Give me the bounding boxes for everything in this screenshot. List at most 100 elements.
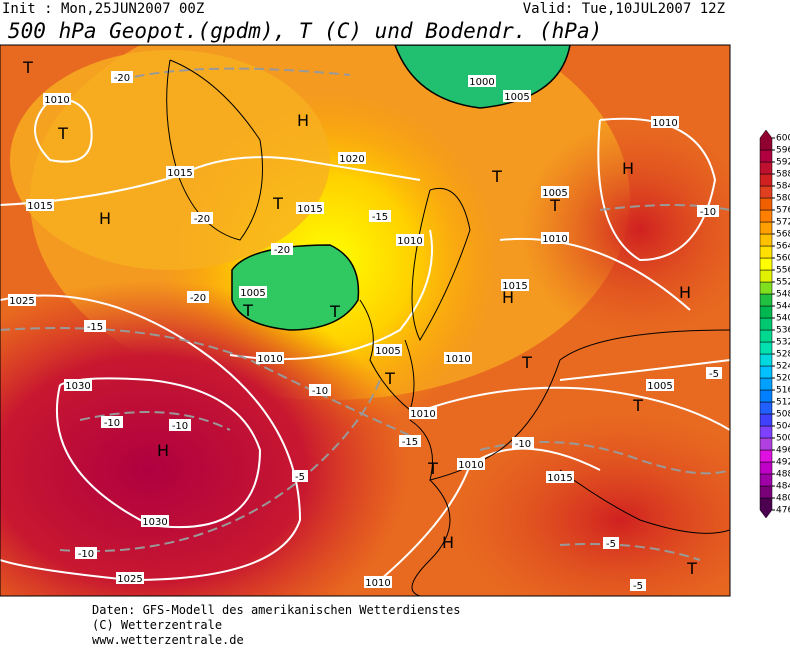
colorbar-cell [759,365,773,379]
colorbar: 476 480 484 488 492 496 500 504 508 512 516 520 524 5… [759,129,790,519]
isotherm-label-box [603,537,619,549]
colorbar-cell [759,149,773,163]
colorbar-label: 484 [776,482,790,492]
footer-text: www.wetterzentrale.de [92,633,244,647]
colorbar-cell [759,173,773,187]
colorbar-cell [759,129,773,151]
colorbar-label: 548 [776,290,790,300]
isobar-label: 1020 [339,154,364,165]
isobar-label-box [166,166,194,178]
pressure-center: T [632,396,643,415]
isotherm-label: -10 [78,549,94,560]
colorbar-label: 520 [776,374,790,384]
colorbar-cell [759,461,773,475]
colorbar-label: 552 [776,278,790,288]
isotherm-label: -15 [87,322,103,333]
isobar-label: 1015 [297,204,322,215]
pressure-center: H [679,283,691,302]
pressure-center: T [521,353,532,372]
pressure-center: T [491,167,502,186]
isobar-label: 1010 [397,236,422,247]
isobar-label-box [26,199,54,211]
colorbar-cell [759,413,773,427]
colorbar-cell [759,497,773,519]
isotherm-label: -15 [372,212,388,223]
colorbar-label: 476 [776,506,790,516]
red-zone [0,280,410,596]
colorbar-label: 556 [776,266,790,276]
colorbar-label: 512 [776,398,790,408]
pressure-center: H [502,288,514,307]
colorbar-cell [759,245,773,259]
isobar-label-box [503,90,531,102]
isobar-label-box [239,286,267,298]
pressure-center: H [297,111,309,130]
isotherm-label: -5 [295,472,305,483]
colorbar-label: 496 [776,446,790,456]
colorbar-label: 544 [776,302,790,312]
isotherms [0,67,730,561]
colorbar-label: 600 [776,134,790,144]
pressure-center: T [427,459,438,478]
isobar-label: 1010 [458,460,483,471]
coastlines [166,59,730,596]
isobar-label-box [651,116,679,128]
pressure-center: H [442,533,454,552]
colorbar-label: 524 [776,362,790,372]
isobar-label-box [256,352,284,364]
isobar-label: 1010 [445,354,470,365]
isotherm-label: -20 [190,293,206,304]
isotherm-label: -10 [515,439,531,450]
isotherm-label-box [309,384,331,396]
colorbar-label: 500 [776,434,790,444]
colorbar-cell [759,485,773,499]
colorbar-label: 504 [776,422,790,432]
isobar-label: 1015 [27,201,52,212]
isobar-label-box [64,379,92,391]
isotherm-label-box [292,470,308,482]
isotherm-label-box [630,579,646,591]
isobar-label-box [8,294,36,306]
isotherm-label-box [191,212,213,224]
isobar-label: 1025 [117,574,142,585]
colorbar-label: 580 [776,194,790,204]
colorbar-cell [759,257,773,271]
colorbar-cell [759,185,773,199]
footer-text: Daten: GFS-Modell des amerikanischen Wet… [92,603,460,617]
isobar-label-box [546,471,574,483]
isotherm-label: -5 [606,539,616,550]
isobar-label-box [141,515,169,527]
colorbar-cell [759,317,773,331]
colorbar-label: 588 [776,170,790,180]
pressure-center: T [384,369,395,388]
isobar-label: 1000 [469,77,494,88]
isotherm-label: -20 [114,73,130,84]
colorbar-cell [759,281,773,295]
isotherm-label: -5 [709,369,719,380]
isobar-label: 1010 [410,409,435,420]
footer-text: (C) Wetterzentrale [92,618,222,632]
isobar-label-box [43,93,71,105]
red-zone [450,410,730,596]
isobar-label-box [541,186,569,198]
colorbar-cell [759,161,773,175]
colorbar-cell [759,293,773,307]
init-time: Init : Mon,25JUN2007 00Z [2,1,204,17]
isobar-label: 1010 [542,234,567,245]
isobar-label-box [116,572,144,584]
colorbar-cell [759,233,773,247]
colorbar-cell [759,305,773,319]
map-title: 500 hPa Geopot.(gpdm), T (C) und Bodendr… [8,19,602,43]
pressure-center: T [57,124,68,143]
isobar-label-box [338,152,366,164]
isotherm-label: -20 [194,214,210,225]
isobar-label: 1025 [9,296,34,307]
isotherm-label-box [369,210,391,222]
isotherm-label-box [75,547,97,559]
isotherm-label: -10 [172,421,188,432]
colorbar-cell [759,437,773,451]
colorbar-label: 532 [776,338,790,348]
pressure-center: H [622,159,634,178]
isobar-label: 1005 [542,188,567,199]
